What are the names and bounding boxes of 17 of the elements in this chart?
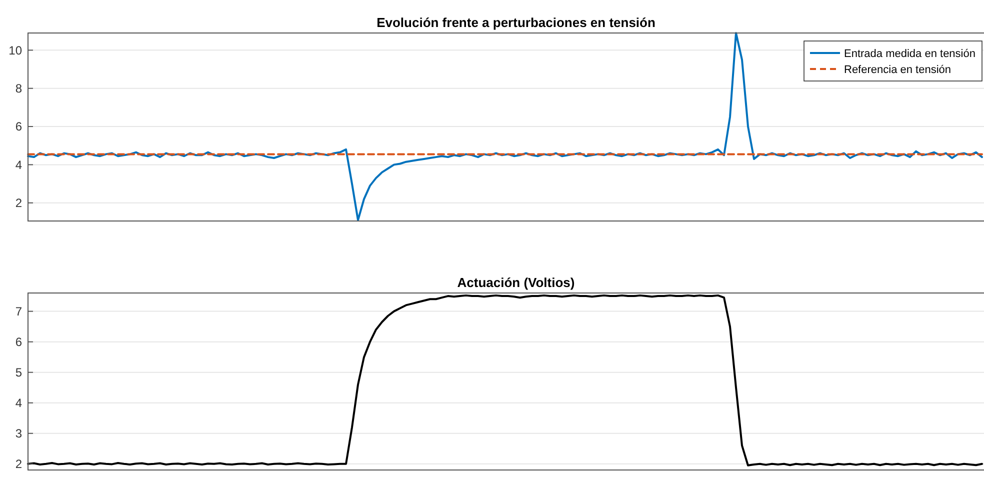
- y-tick-label: 6: [15, 120, 22, 134]
- y-tick-label: 3: [15, 426, 22, 441]
- y-tick-label: 2: [15, 196, 22, 210]
- y-tick-label: 6: [15, 335, 22, 350]
- y-tick-label: 10: [8, 43, 22, 58]
- y-tick-label: 4: [15, 158, 22, 172]
- line-series: [27, 32, 983, 222]
- y-tick-label: 7: [15, 304, 22, 319]
- y-tick-label: 8: [15, 82, 22, 96]
- legend-label: Referencia en tensión: [844, 64, 952, 76]
- y-tick-label: 2: [15, 457, 22, 472]
- chart-title: Actuación (Voltios): [457, 275, 575, 290]
- legend-label: Entrada medida en tensión: [844, 48, 976, 60]
- y-tick-label: 4: [15, 396, 22, 410]
- chart-title: Evolución frente a perturbaciones en tensión: [376, 15, 656, 30]
- y-tick-label: 5: [15, 366, 22, 380]
- line-series: [27, 294, 983, 466]
